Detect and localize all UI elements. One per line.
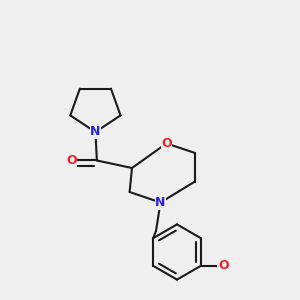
Text: N: N bbox=[90, 125, 100, 139]
Text: O: O bbox=[218, 259, 229, 272]
Text: N: N bbox=[155, 196, 166, 209]
Text: O: O bbox=[66, 154, 77, 167]
Text: O: O bbox=[161, 137, 172, 150]
